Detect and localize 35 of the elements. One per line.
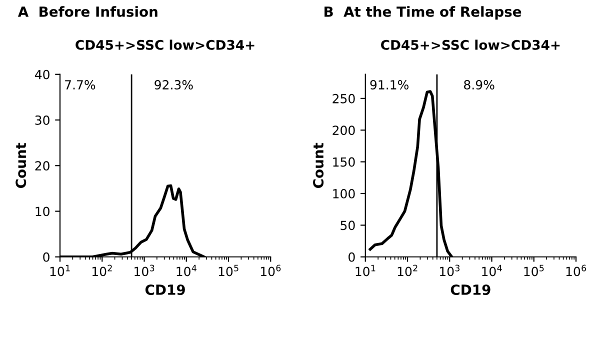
x-tick-label: 10$^{5}$: [218, 264, 238, 276]
annotation: 8.9%: [464, 80, 494, 90]
y-tick-label: 250: [332, 94, 355, 104]
x-tick-label: 10$^{6}$: [566, 264, 586, 276]
x-axis-title: CD19: [450, 284, 490, 296]
x-tick-label: 10$^{6}$: [260, 264, 281, 276]
y-tick-label: 0: [43, 252, 50, 262]
x-tick-label: 10$^{3}$: [134, 264, 154, 276]
y-tick-label: 0: [348, 252, 355, 262]
chart-subtitle: CD45+>SSC low>CD34+: [76, 40, 254, 50]
chart-title: B At the Time of Relapse: [324, 6, 522, 20]
annotation: 7.7%: [65, 80, 96, 90]
y-tick-label: 200: [332, 126, 355, 136]
y-tick-label: 100: [333, 188, 355, 198]
y-tick-label: 10: [36, 206, 50, 216]
y-tick-label: 40: [34, 70, 50, 80]
x-tick-label: 10$^{1}$: [50, 264, 70, 276]
x-axis-title: CD19: [145, 284, 185, 296]
x-tick-label: 10$^{4}$: [176, 264, 196, 276]
chart-subtitle: CD45+>SSC low>CD34+: [381, 40, 560, 50]
y-tick-label: 150: [333, 157, 355, 167]
x-tick-label: 10$^{4}$: [482, 264, 502, 276]
x-tick-label: 10$^{2}$: [398, 264, 418, 276]
y-tick-label: 20: [35, 161, 50, 171]
y-tick-label: 50: [340, 220, 355, 230]
annotation: 92.3%: [154, 80, 193, 90]
chart-title: A Before Infusion: [18, 6, 158, 17]
annotation: 91.1%: [370, 80, 408, 90]
y-tick-label: 30: [35, 115, 50, 125]
y-axis-title: Count: [16, 142, 26, 188]
x-tick-label: 10$^{2}$: [92, 264, 112, 276]
x-tick-label: 10$^{1}$: [356, 264, 376, 276]
y-axis-title: Count: [313, 142, 324, 188]
x-tick-label: 10$^{3}$: [440, 264, 460, 276]
x-tick-label: 10$^{5}$: [524, 264, 544, 276]
